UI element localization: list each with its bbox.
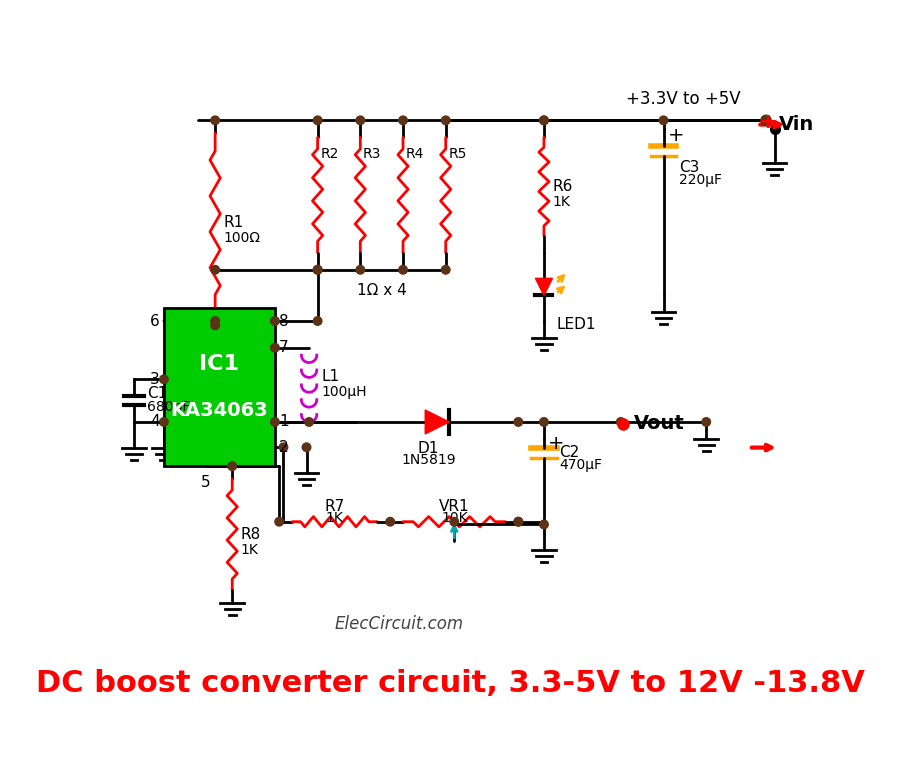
Text: 10K: 10K bbox=[441, 511, 468, 525]
Text: 1K: 1K bbox=[241, 543, 258, 557]
Circle shape bbox=[211, 265, 220, 274]
Circle shape bbox=[313, 265, 322, 274]
Text: 1Ω x 4: 1Ω x 4 bbox=[356, 283, 407, 298]
Text: 100Ω: 100Ω bbox=[224, 231, 261, 245]
Circle shape bbox=[313, 317, 322, 325]
Text: R5: R5 bbox=[448, 147, 467, 161]
Text: ElecCircuit.com: ElecCircuit.com bbox=[334, 615, 464, 633]
Circle shape bbox=[702, 418, 710, 426]
Text: R3: R3 bbox=[363, 147, 382, 161]
Circle shape bbox=[540, 116, 548, 125]
Text: 1N5819: 1N5819 bbox=[401, 453, 456, 466]
Text: DC boost converter circuit, 3.3-5V to 12V -13.8V: DC boost converter circuit, 3.3-5V to 12… bbox=[36, 669, 864, 699]
Circle shape bbox=[399, 265, 408, 274]
Text: 5: 5 bbox=[202, 475, 211, 490]
Text: 4: 4 bbox=[150, 415, 159, 429]
Circle shape bbox=[386, 517, 394, 526]
Bar bbox=[164, 308, 274, 466]
Text: Vout: Vout bbox=[634, 414, 684, 433]
Text: 470µF: 470µF bbox=[559, 458, 602, 472]
Circle shape bbox=[356, 116, 365, 125]
Circle shape bbox=[442, 116, 450, 125]
Circle shape bbox=[271, 343, 279, 352]
Circle shape bbox=[211, 116, 220, 125]
Text: R6: R6 bbox=[553, 179, 573, 194]
Text: 220µF: 220µF bbox=[679, 173, 722, 187]
Circle shape bbox=[274, 517, 284, 526]
Text: +: + bbox=[759, 112, 777, 132]
Circle shape bbox=[616, 418, 625, 426]
Circle shape bbox=[514, 517, 523, 526]
Text: R4: R4 bbox=[406, 147, 424, 161]
Text: C1: C1 bbox=[147, 386, 167, 401]
Circle shape bbox=[540, 520, 548, 529]
Text: 1K: 1K bbox=[326, 511, 344, 525]
Text: 7: 7 bbox=[279, 340, 289, 355]
Text: KA34063: KA34063 bbox=[170, 402, 268, 420]
Polygon shape bbox=[425, 410, 449, 434]
Text: C2: C2 bbox=[559, 445, 580, 460]
Circle shape bbox=[540, 116, 548, 125]
Circle shape bbox=[399, 116, 408, 125]
Text: +: + bbox=[668, 126, 684, 145]
Circle shape bbox=[271, 418, 279, 426]
Text: R1: R1 bbox=[224, 215, 244, 231]
Text: 2: 2 bbox=[279, 439, 289, 455]
Text: R2: R2 bbox=[320, 147, 338, 161]
Text: 1: 1 bbox=[279, 415, 289, 429]
Text: R8: R8 bbox=[241, 527, 261, 542]
Polygon shape bbox=[536, 278, 553, 295]
Text: R7: R7 bbox=[325, 499, 345, 513]
Circle shape bbox=[271, 317, 279, 325]
Circle shape bbox=[540, 418, 548, 426]
Circle shape bbox=[305, 418, 313, 426]
Circle shape bbox=[302, 443, 310, 452]
Circle shape bbox=[228, 462, 237, 470]
Circle shape bbox=[356, 265, 365, 274]
Text: +: + bbox=[548, 434, 564, 453]
Circle shape bbox=[159, 418, 168, 426]
Circle shape bbox=[514, 418, 523, 426]
Text: L1: L1 bbox=[322, 369, 340, 384]
Text: 8: 8 bbox=[279, 314, 289, 328]
Text: IC1: IC1 bbox=[200, 354, 239, 373]
Circle shape bbox=[760, 115, 771, 126]
Circle shape bbox=[211, 317, 220, 325]
Text: 3: 3 bbox=[150, 372, 159, 387]
Circle shape bbox=[514, 517, 523, 526]
Text: LED1: LED1 bbox=[557, 317, 597, 332]
Text: 1K: 1K bbox=[553, 195, 571, 209]
Circle shape bbox=[659, 116, 668, 125]
Text: +3.3V to +5V: +3.3V to +5V bbox=[626, 90, 741, 108]
Circle shape bbox=[313, 116, 322, 125]
Text: VR1: VR1 bbox=[439, 499, 470, 513]
Circle shape bbox=[442, 265, 450, 274]
Circle shape bbox=[279, 443, 288, 452]
Text: C3: C3 bbox=[679, 160, 699, 175]
Circle shape bbox=[450, 517, 458, 526]
Text: 6: 6 bbox=[150, 314, 159, 328]
Text: 680pF: 680pF bbox=[147, 400, 190, 415]
Text: D1: D1 bbox=[418, 441, 439, 456]
Text: Vin: Vin bbox=[778, 115, 814, 134]
Circle shape bbox=[313, 265, 322, 274]
Text: 100µH: 100µH bbox=[322, 385, 367, 399]
Circle shape bbox=[159, 375, 168, 384]
Circle shape bbox=[211, 321, 220, 329]
